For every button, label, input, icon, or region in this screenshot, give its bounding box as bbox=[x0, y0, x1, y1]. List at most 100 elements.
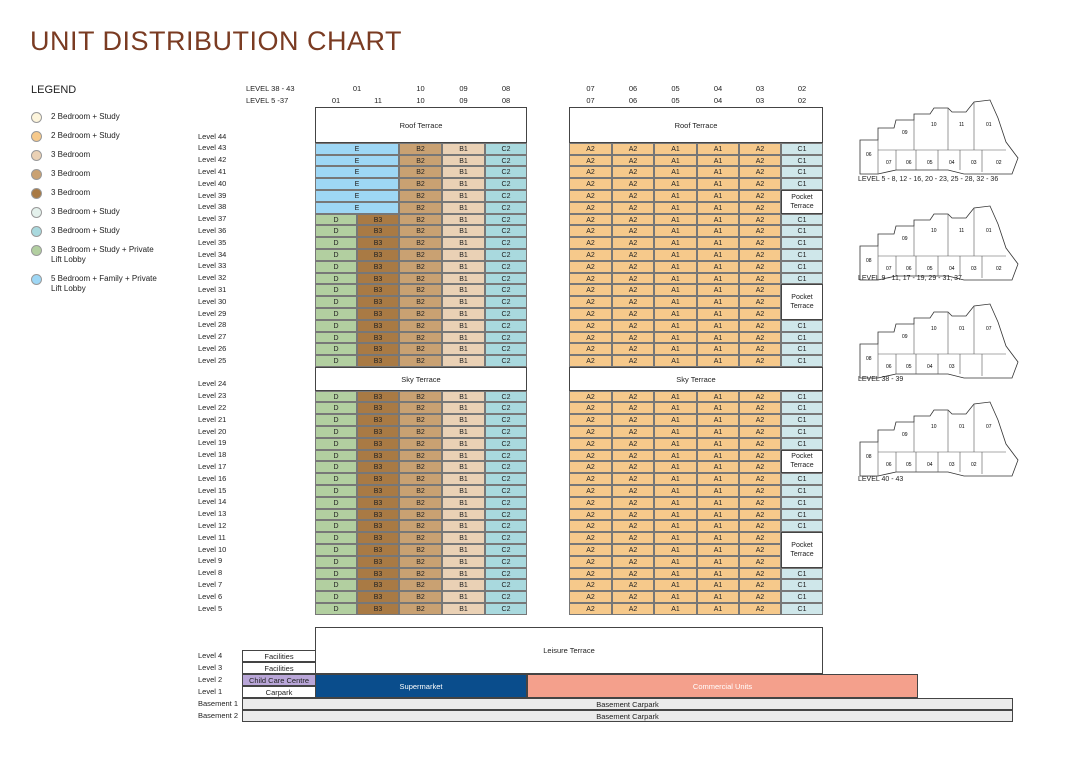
unit-cell-a2: A2 bbox=[569, 473, 612, 485]
unit-cell-c2: C2 bbox=[485, 579, 527, 592]
unit-cell-a1: A1 bbox=[697, 473, 739, 485]
unit-cell-a1: A1 bbox=[654, 390, 697, 403]
legend-swatch bbox=[31, 112, 42, 123]
unit-cell-c1: C1 bbox=[781, 166, 823, 179]
column-header: 07 bbox=[586, 96, 595, 105]
unit-cell-a2: A2 bbox=[612, 544, 654, 556]
facilities-level-3: Facilities bbox=[242, 662, 316, 674]
legend-swatch bbox=[31, 207, 42, 218]
unit-cell-a2: A2 bbox=[612, 390, 654, 403]
floor-plan-diagram: 08 09 10 01 07 06 05 04 03 02 bbox=[859, 401, 1019, 477]
unit-cell-c1: C1 bbox=[781, 567, 823, 580]
legend-label: 5 Bedroom + Family + Private Lift Lobby bbox=[51, 274, 157, 293]
unit-cell-b1: B1 bbox=[442, 414, 485, 426]
unit-cell-b2: B2 bbox=[399, 166, 442, 179]
level-label: Level 16 bbox=[198, 473, 227, 483]
legend-item: 3 Bedroom + Study bbox=[31, 226, 161, 237]
unit-cell-c1: C1 bbox=[781, 508, 823, 521]
unit-cell-a2: A2 bbox=[612, 154, 654, 167]
unit-cell-a2: A2 bbox=[569, 319, 612, 332]
legend-label: 3 Bedroom + Study + Private Lift Lobby bbox=[51, 245, 154, 264]
floor-plan-unit-label: 03 bbox=[971, 266, 977, 272]
unit-cell-c2: C2 bbox=[485, 249, 527, 261]
floor-plan-unit-label: 06 bbox=[886, 364, 892, 370]
unit-cell-a2: A2 bbox=[739, 591, 781, 603]
unit-cell-a2: A2 bbox=[612, 237, 654, 249]
unit-cell-b3: B3 bbox=[357, 437, 399, 450]
unit-cell-b3: B3 bbox=[357, 555, 399, 568]
unit-cell-d: D bbox=[315, 426, 357, 438]
unit-cell-a1: A1 bbox=[654, 496, 697, 509]
legend-item: 3 Bedroom bbox=[31, 188, 161, 199]
unit-cell-c1: C1 bbox=[781, 237, 823, 249]
column-header: 07 bbox=[586, 84, 595, 93]
unit-cell-b1: B1 bbox=[442, 508, 485, 521]
level-label: Level 21 bbox=[198, 414, 227, 424]
unit-cell-a2: A2 bbox=[612, 319, 654, 332]
unit-cell-b3: B3 bbox=[357, 485, 399, 497]
unit-cell-b2: B2 bbox=[399, 213, 442, 226]
column-header: 04 bbox=[713, 84, 723, 93]
unit-cell-b3: B3 bbox=[357, 461, 399, 474]
unit-cell-a1: A1 bbox=[697, 249, 739, 261]
unit-cell-a1: A1 bbox=[654, 532, 697, 544]
unit-cell-d: D bbox=[315, 485, 357, 497]
unit-cell-a2: A2 bbox=[612, 166, 654, 179]
unit-cell-b3: B3 bbox=[357, 319, 399, 332]
floor-plan-unit-label: 04 bbox=[949, 266, 955, 272]
unit-cell-b3: B3 bbox=[357, 249, 399, 261]
unit-cell-b1: B1 bbox=[442, 520, 485, 533]
floor-plan-unit-label: 04 bbox=[949, 160, 955, 166]
unit-cell-d: D bbox=[315, 555, 357, 568]
unit-cell-a2: A2 bbox=[739, 166, 781, 179]
unit-cell-a1: A1 bbox=[654, 579, 697, 592]
pocket-terrace: Pocket Terrace bbox=[781, 449, 823, 474]
floor-plan-unit-label: 03 bbox=[949, 462, 955, 468]
unit-cell-b2: B2 bbox=[399, 225, 442, 238]
unit-cell-c2: C2 bbox=[485, 166, 527, 179]
unit-cell-a2: A2 bbox=[612, 308, 654, 320]
unit-cell-a2: A2 bbox=[739, 437, 781, 450]
unit-cell-a2: A2 bbox=[569, 426, 612, 438]
unit-cell-a1: A1 bbox=[697, 414, 739, 426]
unit-cell-a1: A1 bbox=[697, 190, 739, 202]
unit-cell-c2: C2 bbox=[485, 390, 527, 403]
column-header: 06 bbox=[628, 84, 638, 93]
unit-cell-a1: A1 bbox=[697, 532, 739, 544]
unit-cell-a1: A1 bbox=[654, 272, 697, 285]
level-label: Level 15 bbox=[198, 485, 227, 495]
unit-cell-a2: A2 bbox=[739, 272, 781, 285]
unit-cell-a1: A1 bbox=[697, 461, 739, 474]
level-label: Level 17 bbox=[198, 461, 227, 471]
legend-item: 3 Bedroom + Study bbox=[31, 207, 161, 218]
unit-cell-a2: A2 bbox=[739, 461, 781, 474]
column-header: 05 bbox=[671, 96, 680, 105]
unit-cell-a2: A2 bbox=[612, 142, 654, 155]
unit-cell-a2: A2 bbox=[612, 437, 654, 450]
sky-terrace: Sky Terrace bbox=[569, 367, 823, 391]
unit-cell-a2: A2 bbox=[612, 225, 654, 238]
unit-cell-b2: B2 bbox=[399, 520, 442, 533]
unit-cell-d: D bbox=[315, 249, 357, 261]
unit-cell-c2: C2 bbox=[485, 496, 527, 509]
unit-cell-a2: A2 bbox=[739, 154, 781, 167]
unit-cell-a2: A2 bbox=[739, 485, 781, 497]
unit-cell-b3: B3 bbox=[357, 579, 399, 592]
unit-cell-a2: A2 bbox=[612, 260, 654, 273]
level-label: Level 9 bbox=[198, 556, 223, 566]
level-label: Level 19 bbox=[198, 438, 227, 448]
floor-plan-unit-label: 06 bbox=[886, 462, 892, 468]
unit-cell-b2: B2 bbox=[399, 426, 442, 438]
floor-plan-unit-label: 08 bbox=[866, 454, 872, 460]
unit-cell-a1: A1 bbox=[697, 555, 739, 568]
floor-plan-unit-label: 10 bbox=[931, 424, 937, 430]
unit-cell-a1: A1 bbox=[654, 249, 697, 261]
level-label: Level 27 bbox=[198, 332, 227, 342]
unit-cell-a2: A2 bbox=[612, 520, 654, 533]
unit-cell-b1: B1 bbox=[442, 355, 485, 367]
column-header: 10 bbox=[416, 96, 425, 105]
unit-cell-b1: B1 bbox=[442, 437, 485, 450]
level-label: Basement 1 bbox=[198, 699, 239, 708]
unit-cell-a2: A2 bbox=[612, 201, 654, 214]
unit-cell-a1: A1 bbox=[697, 331, 739, 344]
